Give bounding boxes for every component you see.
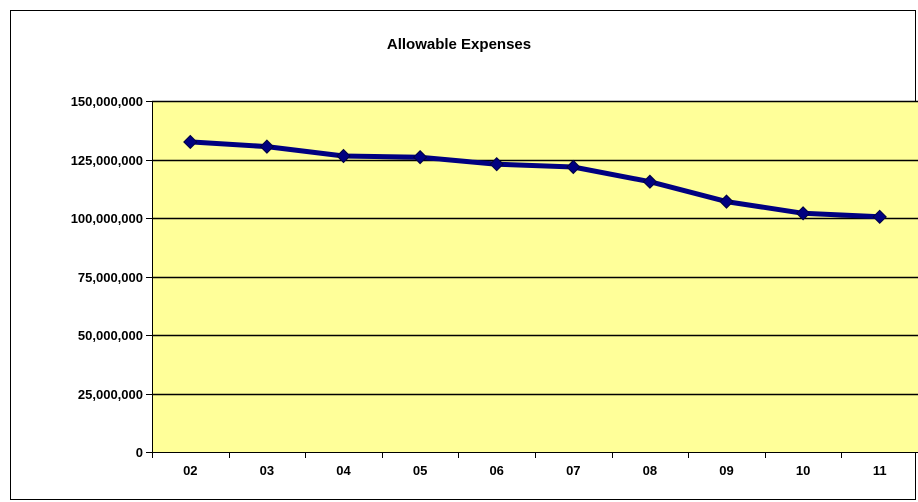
y-tick-label: 25,000,000 xyxy=(78,387,143,402)
x-tick-label: 10 xyxy=(796,463,810,478)
x-tick-label: 05 xyxy=(413,463,427,478)
y-tick-label: 75,000,000 xyxy=(78,270,143,285)
x-tick-label: 08 xyxy=(643,463,657,478)
data-point xyxy=(795,206,811,221)
x-tick-labels: 02 03 04 05 06 07 08 09 10 11 xyxy=(183,463,887,478)
y-tick-label: 50,000,000 xyxy=(78,328,143,343)
x-tick-label: 03 xyxy=(260,463,274,478)
x-tick-label: 06 xyxy=(489,463,503,478)
x-tick-label: 07 xyxy=(566,463,580,478)
data-point xyxy=(412,149,428,165)
data-point xyxy=(259,139,275,154)
y-tick-label: 0 xyxy=(136,445,143,460)
y-tick-label: 100,000,000 xyxy=(71,211,143,226)
data-point xyxy=(872,209,887,225)
plot-area xyxy=(152,101,918,452)
chart-title: Allowable Expenses xyxy=(386,36,532,53)
data-point xyxy=(489,156,504,172)
gridlines xyxy=(152,100,918,396)
y-tick-label: 150,000,000 xyxy=(71,94,143,109)
axes xyxy=(146,101,918,458)
data-point xyxy=(642,174,658,189)
data-point xyxy=(719,194,734,209)
x-tick-label: 04 xyxy=(336,463,351,478)
x-tick-label: 11 xyxy=(873,463,887,478)
series-line xyxy=(187,139,883,220)
data-point xyxy=(183,134,198,150)
y-tick-labels: 0 25,000,000 50,000,000 75,000,000 100,000,0… xyxy=(71,94,143,460)
x-tick-label: 02 xyxy=(183,463,197,478)
y-tick-label: 125,000,000 xyxy=(71,153,143,168)
series xyxy=(183,134,887,225)
data-point xyxy=(566,159,581,175)
data-point xyxy=(336,148,351,164)
x-tick-label: 09 xyxy=(719,463,733,478)
